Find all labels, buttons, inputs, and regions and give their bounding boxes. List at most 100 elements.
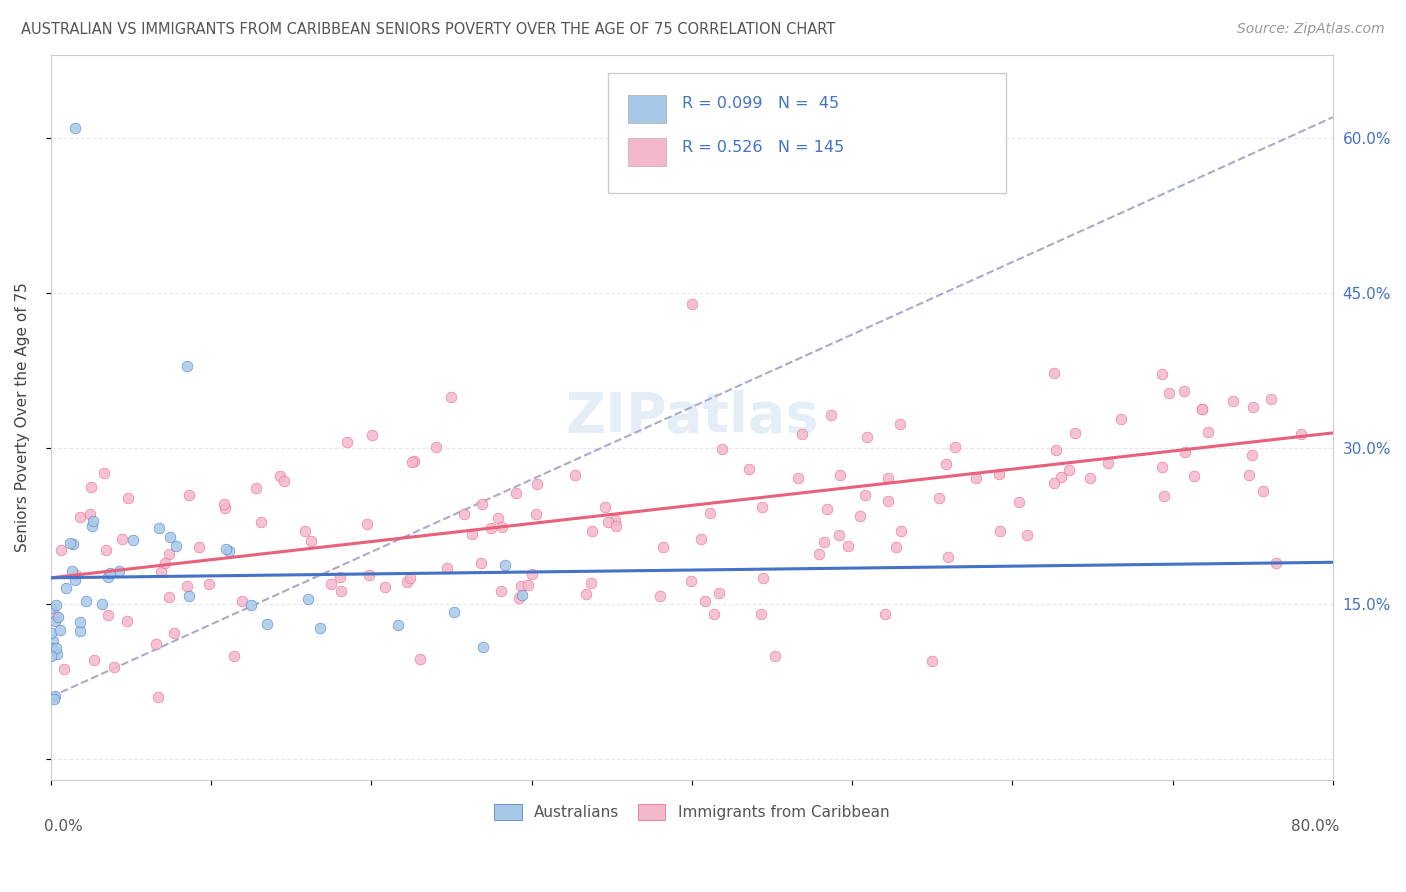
- Point: [579, 576, 602, 591]
- Point: [308, 621, 330, 635]
- Point: [510, 588, 533, 602]
- Point: [42, 633, 65, 648]
- Point: [581, 524, 603, 538]
- Point: [1042, 367, 1064, 381]
- Point: [49, 623, 72, 637]
- Point: [319, 577, 342, 591]
- Point: [1078, 471, 1101, 485]
- Point: [935, 457, 957, 471]
- Point: [176, 359, 198, 373]
- Point: [231, 594, 253, 608]
- Point: [294, 524, 316, 538]
- Point: [91, 597, 114, 611]
- Point: [65, 568, 87, 582]
- Point: [856, 430, 879, 444]
- Point: [115, 614, 138, 628]
- Point: [1152, 460, 1174, 475]
- Point: [117, 491, 139, 505]
- Point: [297, 592, 319, 607]
- Point: [1097, 457, 1119, 471]
- Point: [965, 471, 987, 485]
- Legend: Australians, Immigrants from Caribbean: Australians, Immigrants from Caribbean: [488, 797, 896, 826]
- Point: [94, 543, 117, 558]
- Point: [93, 467, 115, 481]
- Point: [524, 507, 547, 521]
- Point: [395, 575, 418, 590]
- Point: [790, 427, 813, 442]
- Text: 80.0%: 80.0%: [1291, 820, 1339, 835]
- Point: [884, 541, 907, 555]
- Point: [75, 593, 97, 607]
- Point: [936, 550, 959, 565]
- Point: [69, 615, 91, 629]
- Point: [1191, 401, 1213, 416]
- Point: [1152, 367, 1174, 381]
- Bar: [627, 138, 666, 166]
- Text: 0.0%: 0.0%: [45, 820, 83, 835]
- Point: [329, 570, 352, 584]
- Point: [359, 567, 381, 582]
- Point: [1159, 386, 1181, 401]
- Point: [39, 648, 62, 663]
- Point: [491, 584, 513, 599]
- Point: [218, 544, 240, 558]
- Point: [1241, 400, 1264, 414]
- Point: [157, 590, 180, 604]
- Point: [1289, 426, 1312, 441]
- Point: [299, 534, 322, 549]
- Point: [42, 607, 65, 621]
- Point: [239, 599, 262, 613]
- Point: [97, 608, 120, 623]
- Point: [42, 691, 65, 706]
- Point: [245, 482, 267, 496]
- Point: [1153, 489, 1175, 503]
- Point: [82, 514, 104, 528]
- Point: [945, 440, 967, 454]
- Point: [564, 467, 586, 482]
- Point: [710, 442, 733, 457]
- Point: [921, 654, 943, 668]
- Point: [828, 468, 851, 483]
- Text: R = 0.526   N = 145: R = 0.526 N = 145: [682, 140, 844, 155]
- Point: [522, 566, 544, 581]
- Point: [877, 471, 900, 485]
- Point: [1057, 463, 1080, 477]
- Point: [494, 558, 516, 573]
- Point: [693, 593, 716, 607]
- Point: [508, 591, 530, 605]
- Point: [471, 640, 494, 655]
- Point: [877, 494, 900, 508]
- Point: [51, 543, 73, 558]
- Point: [425, 440, 447, 454]
- Point: [163, 625, 186, 640]
- Point: [1191, 401, 1213, 416]
- Point: [52, 662, 75, 676]
- Point: [699, 506, 721, 520]
- Point: [820, 408, 842, 422]
- Point: [1182, 469, 1205, 483]
- Y-axis label: Seniors Poverty Over the Age of 75: Seniors Poverty Over the Age of 75: [15, 283, 30, 552]
- Point: [41, 640, 63, 655]
- Point: [356, 517, 378, 532]
- Point: [526, 477, 548, 491]
- Point: [62, 537, 84, 551]
- Point: [361, 427, 384, 442]
- Point: [1045, 443, 1067, 458]
- Point: [837, 539, 859, 553]
- Point: [214, 541, 236, 556]
- Point: [517, 577, 540, 591]
- Text: ZIPatlas: ZIPatlas: [565, 391, 818, 444]
- Point: [250, 515, 273, 529]
- Point: [41, 600, 63, 615]
- Point: [103, 660, 125, 674]
- Point: [330, 583, 353, 598]
- Point: [763, 648, 786, 663]
- Point: [145, 637, 167, 651]
- Point: [1251, 484, 1274, 499]
- Point: [39, 626, 62, 640]
- Point: [749, 607, 772, 622]
- Point: [1174, 445, 1197, 459]
- Point: [815, 501, 838, 516]
- Point: [460, 526, 482, 541]
- Point: [409, 652, 432, 666]
